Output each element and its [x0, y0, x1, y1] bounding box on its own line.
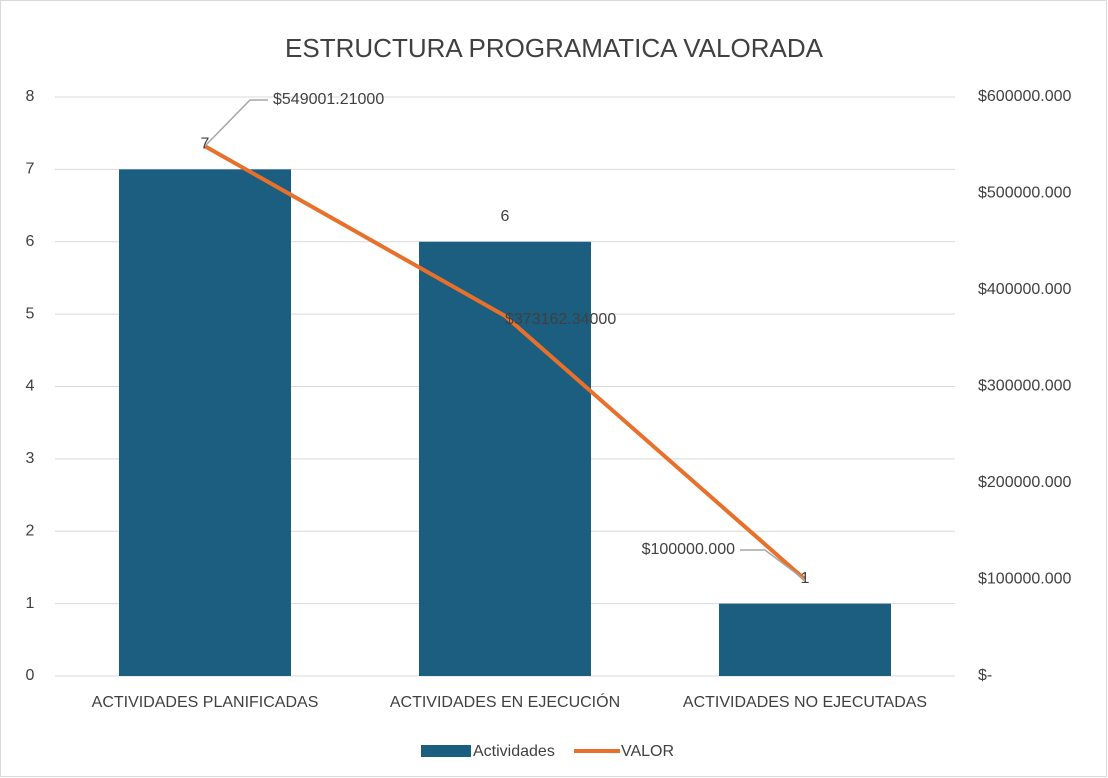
- leader-line: [204, 99, 268, 147]
- y-tick-label: 8: [26, 88, 35, 105]
- y2-tick-label: $600000.000: [978, 88, 1072, 105]
- y2-tick-label: $200000.000: [978, 474, 1072, 491]
- x-tick-label: ACTIVIDADES PLANIFICADAS: [92, 694, 319, 711]
- y-tick-label: 5: [26, 305, 35, 322]
- line: [204, 144, 807, 582]
- y-tick-label: 2: [26, 522, 35, 539]
- y-tick-label: 6: [26, 233, 35, 250]
- bar: [719, 603, 891, 676]
- y-tick-label: 7: [26, 161, 35, 178]
- leader-line: [740, 549, 806, 581]
- y2-tick-label: $300000.000: [978, 378, 1072, 395]
- legend-label: VALOR: [621, 743, 674, 760]
- y2-tick-label: $-: [978, 667, 992, 684]
- bar-value-label: 6: [501, 208, 510, 225]
- y-tick-label: 4: [26, 378, 35, 395]
- bar: [419, 241, 591, 676]
- legend-label: Actividades: [473, 743, 555, 760]
- y-tick-label: 3: [26, 450, 35, 467]
- bar-value-label: 1: [801, 570, 810, 587]
- line-value-label: $373162.34000: [505, 311, 616, 328]
- bar-value-label: 7: [201, 136, 210, 153]
- y2-tick-label: $100000.000: [978, 571, 1072, 588]
- y2-tick-label: $400000.000: [978, 281, 1072, 298]
- y2-tick-label: $500000.000: [978, 185, 1072, 202]
- chart-title: ESTRUCTURA PROGRAMATICA VALORADA: [285, 33, 824, 63]
- y-tick-label: 0: [26, 667, 35, 684]
- legend-swatch: [421, 745, 471, 757]
- x-tick-label: ACTIVIDADES EN EJECUCIÓN: [390, 692, 620, 711]
- y-tick-label: 1: [26, 595, 35, 612]
- x-tick-label: ACTIVIDADES NO EJECUTADAS: [683, 694, 927, 711]
- bar: [119, 169, 291, 676]
- line-value-label: $100000.000: [642, 541, 736, 558]
- line-value-label: $549001.21000: [273, 91, 384, 108]
